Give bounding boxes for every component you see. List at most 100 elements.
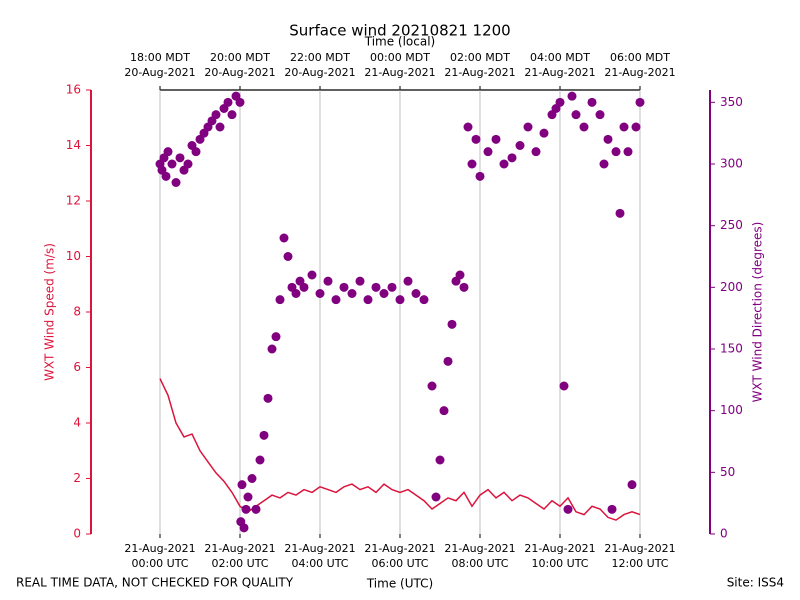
x2-tick-label: 02:00 MDT 21-Aug-2021 (444, 51, 515, 79)
speed-line (159, 378, 641, 521)
direction-point (615, 208, 625, 218)
x2-tick-label: 06:00 MDT 21-Aug-2021 (604, 51, 675, 79)
direction-point (283, 252, 293, 261)
direction-point (263, 393, 273, 403)
direction-point (571, 110, 581, 120)
direction-point (539, 128, 549, 138)
direction-point (611, 147, 621, 157)
direction-point (619, 122, 629, 132)
direction-point (267, 344, 277, 354)
direction-point (239, 523, 249, 533)
direction-point (175, 153, 185, 163)
direction-point (255, 455, 265, 465)
direction-point (603, 134, 613, 144)
direction-point (227, 110, 237, 120)
y-tick-label: 8 (73, 305, 81, 319)
direction-point (387, 282, 397, 292)
direction-point (161, 171, 171, 181)
direction-point (463, 122, 473, 132)
direction-point (215, 122, 225, 132)
direction-point (483, 147, 493, 157)
direction-point (271, 332, 281, 342)
direction-point (467, 159, 477, 169)
direction-point (435, 455, 445, 465)
direction-point (427, 381, 437, 391)
direction-point (475, 171, 485, 181)
direction-point (315, 289, 325, 298)
y2-tick-label: 250 (720, 218, 743, 232)
direction-point (439, 406, 449, 416)
site-label: Site: ISS4 (727, 576, 784, 590)
direction-point (443, 356, 453, 366)
y2-tick-label: 150 (720, 342, 743, 356)
direction-point (243, 492, 253, 502)
direction-point (171, 178, 181, 187)
direction-point (275, 295, 285, 305)
direction-point (237, 480, 247, 490)
y-tick-label: 4 (73, 416, 81, 430)
direction-point (507, 153, 517, 163)
direction-point (455, 270, 465, 280)
direction-point (623, 147, 633, 157)
footer-note: REAL TIME DATA, NOT CHECKED FOR QUALITY (16, 576, 294, 590)
direction-point (235, 97, 245, 107)
x-tick-label: 21-Aug-2021 08:00 UTC (444, 542, 515, 570)
x2-tick-label: 18:00 MDT 20-Aug-2021 (124, 51, 195, 79)
direction-point (307, 270, 317, 280)
direction-point (531, 147, 541, 157)
direction-point (627, 480, 637, 490)
direction-point (247, 474, 257, 483)
direction-point (379, 289, 389, 298)
x-tick-label: 21-Aug-2021 12:00 UTC (604, 542, 675, 570)
x2-tick-label: 22:00 MDT 20-Aug-2021 (284, 51, 355, 79)
direction-point (339, 282, 349, 292)
direction-point (631, 122, 641, 132)
x2-tick-label: 04:00 MDT 21-Aug-2021 (524, 51, 595, 79)
x-tick-label: 21-Aug-2021 04:00 UTC (284, 542, 355, 570)
direction-point (491, 134, 501, 144)
direction-point (607, 504, 617, 514)
y-axis-label: WXT Wind Speed (m/s) (43, 243, 57, 381)
x-tick-label: 21-Aug-2021 06:00 UTC (364, 542, 435, 570)
y-tick-label: 2 (73, 471, 81, 485)
x-tick-label: 21-Aug-2021 10:00 UTC (524, 542, 595, 570)
direction-point (251, 504, 261, 514)
direction-point (355, 276, 365, 286)
y-tick-label: 0 (73, 527, 81, 541)
direction-point (559, 381, 569, 391)
y-tick-label: 12 (66, 194, 81, 208)
direction-point (259, 430, 269, 440)
direction-point (567, 91, 577, 101)
direction-point (587, 97, 597, 107)
direction-point (599, 159, 609, 169)
direction-point (347, 289, 357, 298)
y2-tick-label: 200 (720, 280, 743, 294)
direction-point (555, 97, 565, 107)
y-tick-label: 10 (66, 249, 81, 263)
direction-point (419, 295, 429, 305)
direction-point (403, 276, 413, 286)
direction-point (431, 492, 441, 502)
y2-tick-label: 300 (720, 157, 743, 171)
direction-point (279, 233, 289, 243)
direction-point (523, 122, 533, 132)
x-axis-label: Time (UTC) (366, 577, 433, 591)
direction-point (331, 295, 341, 305)
direction-point (499, 159, 509, 169)
direction-point (291, 289, 301, 298)
y2-tick-label: 350 (720, 95, 743, 109)
x2-tick-label: 20:00 MDT 20-Aug-2021 (204, 51, 275, 79)
y2-tick-label: 0 (720, 527, 728, 541)
y2-tick-label: 100 (720, 403, 743, 417)
chart-title: Surface wind 20210821 1200 (289, 22, 510, 40)
y-tick-label: 16 (66, 83, 81, 97)
direction-point (183, 159, 193, 169)
direction-point (211, 110, 221, 120)
direction-point (395, 295, 405, 305)
direction-point (223, 97, 233, 107)
y2-axis-label: WXT Wind Direction (degrees) (751, 222, 765, 403)
x2-axis-label: Time (local) (364, 35, 436, 49)
direction-point (363, 295, 373, 305)
direction-point (241, 504, 251, 514)
